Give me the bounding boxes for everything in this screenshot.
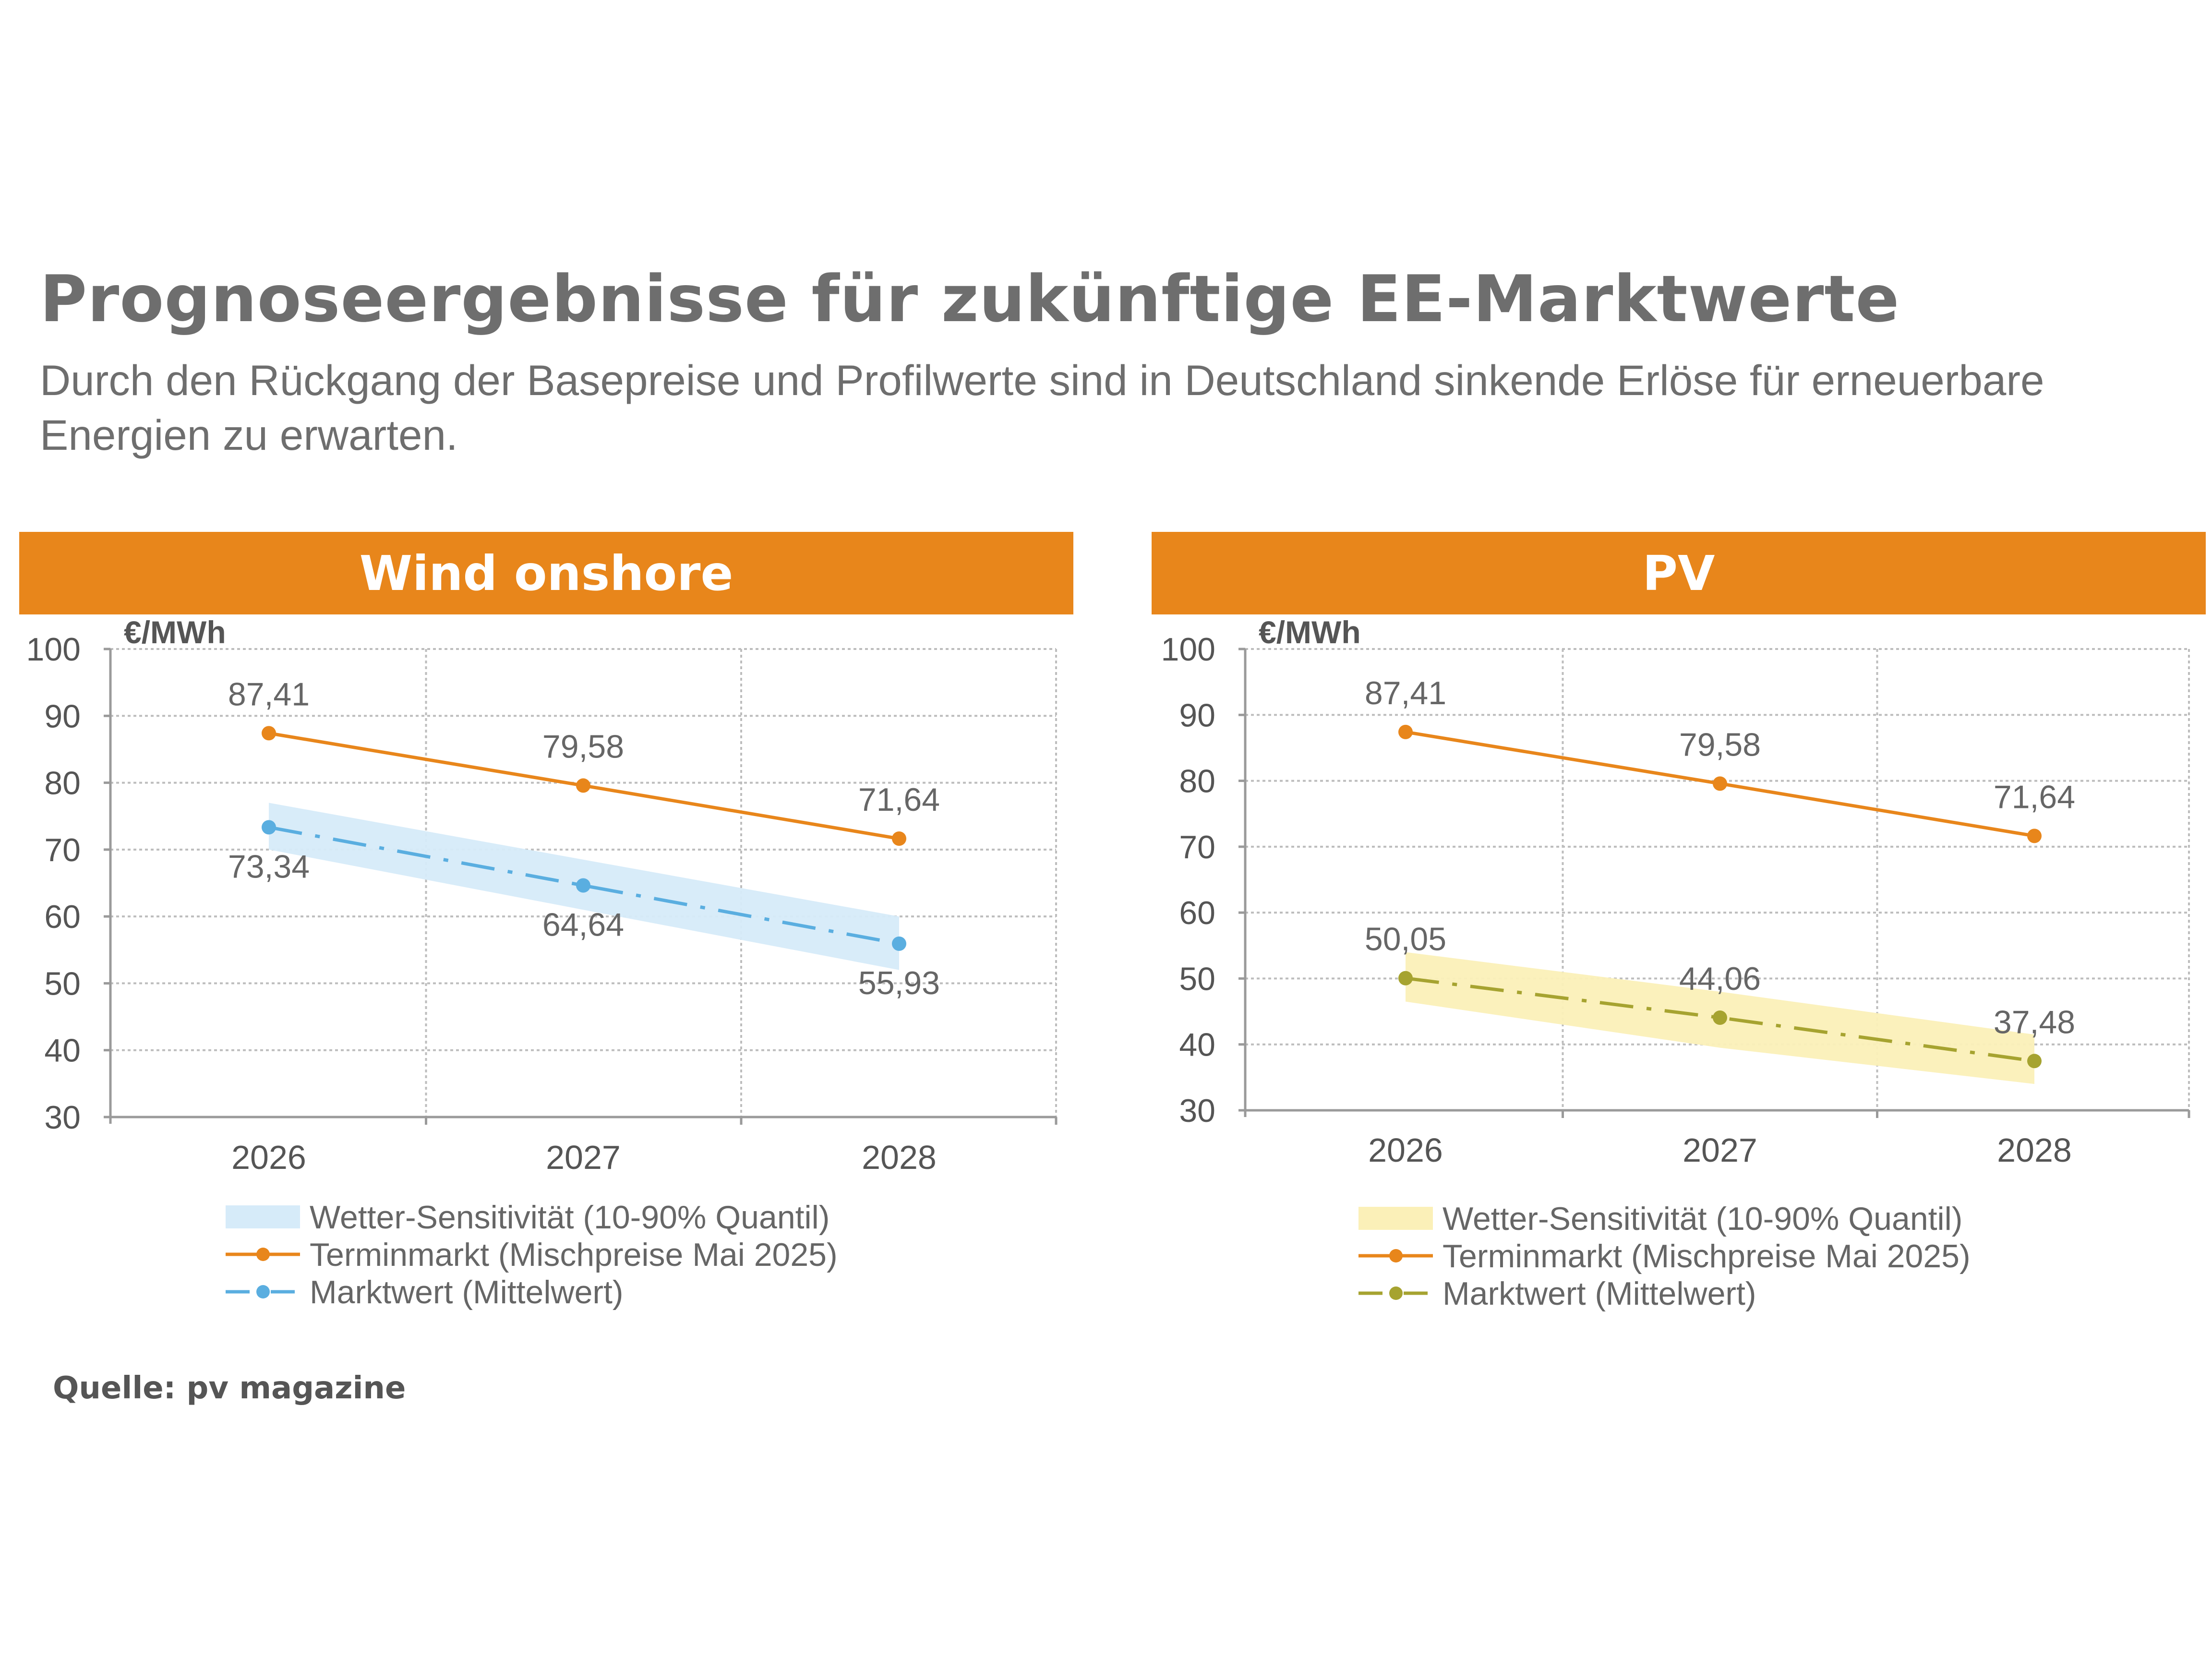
wind-ytick-label: 40 [44, 1033, 81, 1069]
wind-xtick-label: 2027 [546, 1139, 621, 1176]
page-title: Prognoseergebnisse für zukünftige EE-Mar… [40, 262, 1900, 337]
pv-terminmarkt-point [1713, 776, 1727, 791]
pv-terminmarkt-data-label: 79,58 [1679, 726, 1761, 763]
wind-terminmarkt-point [892, 831, 906, 846]
pv-ytick-label: 90 [1179, 697, 1215, 733]
pv-ytick-label: 50 [1179, 961, 1215, 997]
pv-xtick-label: 2026 [1368, 1131, 1443, 1169]
pv-legend-terminmarkt-marker [1389, 1249, 1403, 1262]
wind-marktwert-data-label: 73,34 [228, 848, 310, 885]
wind-terminmarkt-data-label: 87,41 [228, 676, 310, 712]
wind-marktwert-data-label: 64,64 [542, 907, 624, 943]
wind-ytick-label: 80 [44, 765, 81, 802]
wind-legend-terminmarkt-marker [256, 1248, 270, 1261]
wind-legend-marktwert-label: Marktwert (Mittelwert) [310, 1274, 624, 1310]
wind-marktwert-point [892, 936, 906, 951]
pv-terminmarkt-data-label: 87,41 [1365, 675, 1446, 711]
pv-ytick-label: 30 [1179, 1093, 1215, 1129]
wind-marktwert-line [268, 825, 900, 946]
pv-ytick-label: 80 [1179, 763, 1215, 800]
pv-marktwert-point [1398, 971, 1413, 986]
source-note: Quelle: pv magazine [53, 1370, 406, 1406]
wind-ytick-label: 90 [44, 698, 81, 734]
pv-legend-marktwert-label: Marktwert (Mittelwert) [1443, 1275, 1756, 1312]
pv-terminmarkt-point [2027, 829, 2042, 843]
pv-unit-label: €/MWh [1259, 614, 1361, 650]
wind-xtick-label: 2028 [862, 1139, 937, 1176]
wind-marktwert-data-label: 55,93 [858, 965, 940, 1001]
pv-marktwert-data-label: 44,06 [1679, 961, 1761, 997]
wind-legend-marktwert-marker [256, 1285, 270, 1298]
pv-ytick-label: 40 [1179, 1027, 1215, 1063]
wind-onshore-header: Wind onshore [19, 532, 1073, 614]
pv-marktwert-point [2027, 1054, 2042, 1069]
pv-terminmarkt-data-label: 71,64 [1994, 779, 2075, 815]
pv-marktwert-data-label: 50,05 [1365, 921, 1446, 958]
wind-terminmarkt-data-label: 71,64 [858, 781, 940, 818]
pv-ytick-label: 60 [1179, 895, 1215, 931]
pv-marktwert-point [1713, 1010, 1727, 1025]
wind-marktwert-point [576, 878, 590, 893]
pv-legend-band-swatch [1358, 1207, 1433, 1230]
pv-marktwert-line [1405, 976, 2035, 1063]
pv-ytick-label: 70 [1179, 829, 1215, 866]
wind-legend-terminmarkt-label: Terminmarkt (Mischpreise Mai 2025) [310, 1237, 838, 1273]
wind-terminmarkt-point [576, 778, 590, 793]
pv-legend-marktwert-marker [1389, 1286, 1403, 1300]
wind-unit-label: €/MWh [124, 614, 226, 650]
pv-terminmarkt-point [1398, 724, 1413, 739]
wind-marktwert-point [262, 820, 276, 835]
wind-ytick-label: 70 [44, 832, 81, 868]
wind-ytick-label: 100 [26, 631, 81, 668]
pv-xtick-label: 2028 [1997, 1131, 2072, 1169]
pv-legend-terminmarkt-label: Terminmarkt (Mischpreise Mai 2025) [1443, 1238, 1971, 1274]
pv-xtick-label: 2027 [1683, 1131, 1757, 1169]
wind-ytick-label: 60 [44, 899, 81, 935]
wind-terminmarkt-data-label: 79,58 [542, 728, 624, 765]
wind-legend-band-label: Wetter-Sensitivität (10-90% Quantil) [310, 1199, 830, 1236]
wind-ytick-label: 30 [44, 1099, 81, 1136]
wind-xtick-label: 2026 [231, 1139, 306, 1176]
wind-ytick-label: 50 [44, 965, 81, 1002]
pv-marktwert-data-label: 37,48 [1994, 1004, 2075, 1040]
pv-ytick-label: 100 [1161, 631, 1215, 668]
pv-legend-band-label: Wetter-Sensitivität (10-90% Quantil) [1443, 1201, 1962, 1237]
page-subtitle: Durch den Rückgang der Basepreise und Pr… [40, 356, 2044, 459]
pv-header: PV [1152, 532, 2206, 614]
wind-terminmarkt-point [262, 726, 276, 741]
wind-legend-band-swatch [226, 1205, 300, 1228]
